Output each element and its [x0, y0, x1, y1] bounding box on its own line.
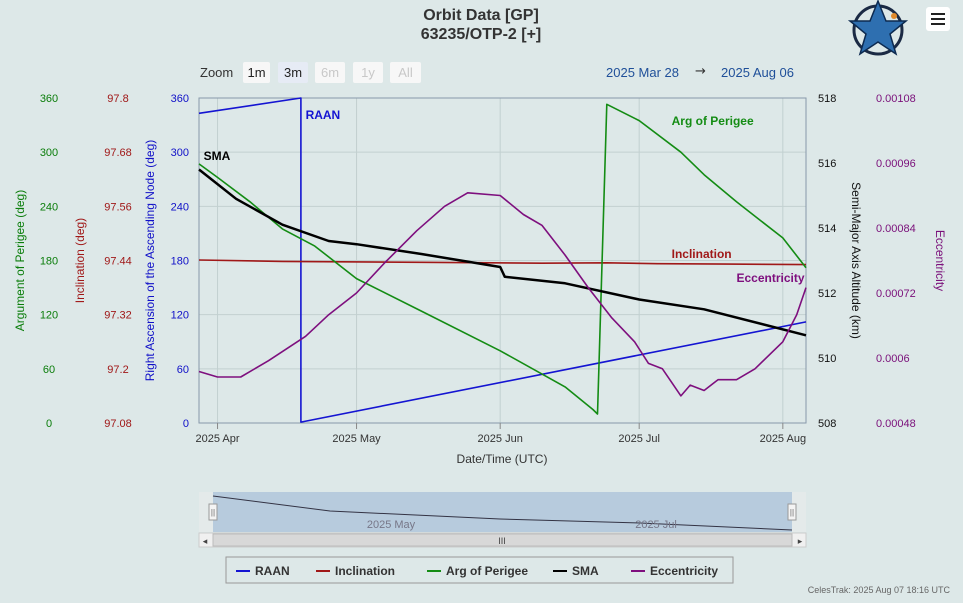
legend-item-inclination[interactable]: Inclination	[316, 564, 395, 578]
hamburger-icon[interactable]	[926, 7, 950, 31]
inclination-tick-label: 97.56	[104, 201, 132, 213]
perigee-tick-label: 60	[43, 364, 55, 376]
navigator-scrollbar-thumb[interactable]	[212, 533, 793, 547]
navigator-handle-right[interactable]: ||	[787, 503, 797, 521]
ecc-tick-label: 0.00072	[876, 288, 916, 300]
perigee-tick-label: 240	[40, 201, 58, 213]
legend-item-sma[interactable]: SMA	[553, 564, 599, 578]
svg-text:||: ||	[790, 508, 794, 517]
zoom-all-button[interactable]: All	[390, 62, 421, 83]
legend-label: Eccentricity	[650, 564, 718, 578]
raan-tick-label: 60	[177, 364, 189, 376]
ecc-tick-label: 0.0006	[876, 353, 910, 365]
raan-tick-label: 360	[171, 93, 189, 105]
ecc-tick-label: 0.00048	[876, 418, 916, 430]
perigee-tick-label: 0	[46, 418, 52, 430]
legend-item-eccentricity[interactable]: Eccentricity	[631, 564, 718, 578]
raan-tick-label: 120	[171, 310, 189, 322]
sma-tick-label: 512	[818, 288, 836, 300]
x-axis-title: Date/Time (UTC)	[457, 452, 548, 466]
legend-item-raan[interactable]: RAAN	[236, 564, 290, 578]
scroll-right-icon[interactable]: ▸	[798, 537, 803, 547]
perigee-axis-title: Argument of Perigee (deg)	[13, 190, 27, 331]
ecc-tick-label: 0.00096	[876, 158, 916, 170]
series-line-arg-of-perigee	[198, 103, 807, 415]
series-line-sma	[198, 168, 807, 337]
x-tick-label: 2025 Jul	[618, 433, 660, 445]
inclination-tick-label: 97.44	[104, 256, 132, 268]
inclination-tick-label: 97.68	[104, 147, 132, 159]
x-tick-label: 2025 May	[332, 433, 381, 445]
ecc-tick-label: 0.00084	[876, 223, 916, 235]
legend: RAAN Inclination Arg of Perigee SMA Eccentri…	[225, 556, 734, 584]
legend-label: RAAN	[255, 564, 290, 578]
navigator-label-jul: 2025 Jul	[635, 519, 677, 531]
chart-title: Orbit Data [GP]	[423, 7, 539, 24]
scrollbar-grip-icon: III	[498, 536, 506, 546]
x-tick-label: 2025 Apr	[196, 433, 240, 445]
raan-tick-label: 180	[171, 256, 189, 268]
sma-tick-label: 510	[818, 353, 836, 365]
celestrak-star-icon	[847, 0, 909, 56]
legend-label: Arg of Perigee	[446, 564, 528, 578]
zoom-1y-button[interactable]: 1y	[353, 62, 383, 83]
series-label-inclination: Inclination	[672, 247, 732, 261]
chart-subtitle: 63235/OTP-2 [+]	[421, 26, 542, 43]
inclination-axis-title: Inclination (deg)	[73, 218, 87, 303]
credit-text: CelesTrak: 2025 Aug 07 18:16 UTC	[808, 585, 951, 595]
navigator-sma-line	[212, 495, 793, 531]
navigator-handle-left[interactable]: ||	[208, 503, 218, 521]
perigee-tick-label: 120	[40, 310, 58, 322]
series-line-raan	[198, 97, 807, 423]
sma-axis-title: Semi-Major Axis Altitude (km)	[849, 182, 863, 339]
raan-tick-label: 0	[183, 418, 189, 430]
zoom-label: Zoom	[200, 65, 234, 80]
legend-item-arg-of-perigee[interactable]: Arg of Perigee	[427, 564, 528, 578]
x-tick-label: 2025 Aug	[760, 433, 807, 445]
ecc-tick-label: 0.00108	[876, 93, 916, 105]
legend-label: SMA	[572, 564, 599, 578]
zoom-3m-button[interactable]: 3m	[278, 62, 308, 83]
perigee-tick-label: 180	[40, 256, 58, 268]
series-label-eccentricity: Eccentricity	[736, 271, 804, 285]
inclination-tick-label: 97.08	[104, 418, 132, 430]
sma-tick-label: 516	[818, 158, 836, 170]
range-from-input[interactable]: 2025 Mar 28	[606, 65, 679, 80]
sma-tick-label: 514	[818, 223, 836, 235]
series-line-inclination	[198, 259, 807, 266]
range-arrow-icon: →	[695, 64, 706, 79]
svg-text:||: ||	[211, 508, 215, 517]
inclination-tick-label: 97.2	[107, 364, 128, 376]
navigator: 2025 May 2025 Jul || || III ◂ ▸	[198, 492, 807, 548]
series-line-eccentricity	[198, 192, 807, 397]
perigee-tick-label: 360	[40, 93, 58, 105]
sma-tick-label: 518	[818, 93, 836, 105]
series-label-sma: SMA	[204, 149, 231, 163]
legend-box	[225, 556, 734, 584]
raan-tick-label: 300	[171, 147, 189, 159]
perigee-tick-label: 300	[40, 147, 58, 159]
raan-tick-label: 240	[171, 201, 189, 213]
series-label-arg-of-perigee: Arg of Perigee	[672, 114, 754, 128]
x-tick-label: 2025 Jun	[478, 433, 523, 445]
navigator-label-may: 2025 May	[367, 519, 416, 531]
sma-tick-label: 508	[818, 418, 836, 430]
range-to-input[interactable]: 2025 Aug 06	[721, 65, 795, 80]
inclination-tick-label: 97.8	[107, 93, 128, 105]
legend-label: Inclination	[335, 564, 395, 578]
scroll-left-icon[interactable]: ◂	[203, 537, 208, 547]
raan-axis-title: Right Ascension of the Ascending Node (d…	[143, 140, 157, 382]
zoom-1m-button[interactable]: 1m	[243, 62, 270, 83]
inclination-tick-label: 97.32	[104, 310, 132, 322]
zoom-6m-button[interactable]: 6m	[315, 62, 345, 83]
series-label-raan: RAAN	[306, 108, 341, 122]
ecc-axis-title: Eccentricity	[933, 230, 947, 291]
